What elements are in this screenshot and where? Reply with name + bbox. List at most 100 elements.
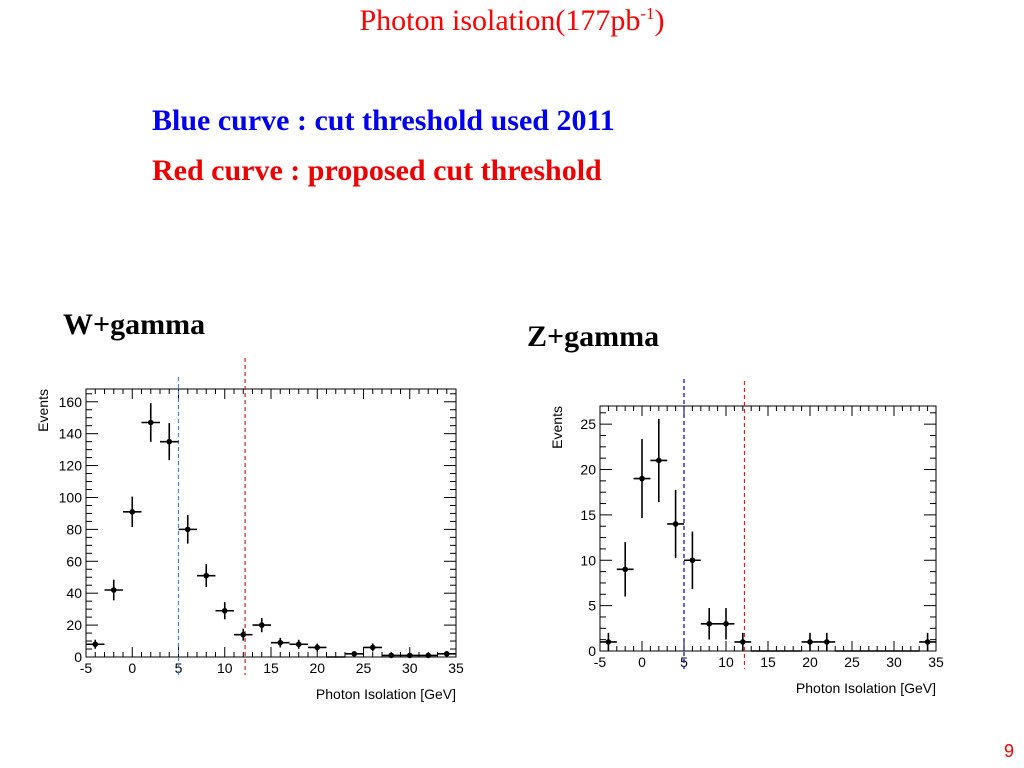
x-tick-label: 10: [718, 654, 734, 670]
marker: [689, 557, 696, 564]
data-point: [700, 608, 718, 640]
panel-title-zgamma: Z+gamma: [527, 320, 660, 353]
x-axis-label: Photon Isolation [GeV]: [316, 686, 456, 702]
data-point: [919, 632, 936, 651]
x-tick-label: 35: [448, 660, 464, 676]
marker: [406, 652, 413, 659]
y-tick-label: 120: [59, 458, 83, 474]
marker: [706, 620, 712, 627]
data-point: [400, 652, 419, 659]
marker: [166, 438, 173, 445]
y-tick-label: 100: [59, 489, 83, 505]
marker: [295, 641, 302, 648]
marker: [622, 566, 628, 573]
data-point: [650, 418, 668, 503]
data-point: [734, 632, 752, 651]
x-tick-label: 25: [356, 660, 372, 676]
legend-red-curve: Red curve : proposed cut threshold: [152, 154, 602, 187]
marker: [221, 607, 228, 614]
marker: [672, 521, 679, 527]
page-number: 9: [1003, 741, 1014, 761]
data-point: [289, 639, 308, 649]
slide-title-text: Photon isolation(177pb: [359, 4, 641, 37]
y-axis-label: Events: [549, 406, 565, 449]
marker: [605, 639, 612, 645]
x-tick-label: 35: [928, 654, 944, 670]
data-point: [667, 490, 684, 558]
x-tick-label: 25: [844, 654, 860, 670]
marker: [129, 509, 136, 515]
x-tick-label: 0: [638, 654, 646, 670]
data-point: [271, 637, 290, 648]
data-point: [616, 542, 634, 597]
x-tick-label: 10: [217, 660, 233, 676]
marker: [425, 652, 432, 659]
x-tick-label: 30: [886, 654, 902, 670]
data-point: [234, 628, 253, 641]
x-tick-label: 30: [402, 660, 418, 676]
data-point: [363, 643, 382, 652]
legend-blue-curve: Blue curve : cut threshold used 2011: [152, 104, 615, 137]
y-tick-label: 160: [59, 394, 83, 410]
x-axis-label: Photon Isolation [GeV]: [796, 680, 936, 696]
y-tick-label: 0: [588, 643, 596, 659]
data-point: [818, 632, 836, 651]
data-point: [141, 403, 160, 442]
x-tick-label: 0: [128, 660, 136, 676]
y-tick-label: 140: [59, 426, 83, 442]
y-tick-label: 60: [66, 553, 82, 569]
marker: [369, 644, 376, 651]
data-point: [382, 652, 401, 659]
plot-frame: [599, 405, 937, 652]
marker: [824, 639, 830, 645]
data-point: [123, 496, 142, 528]
marker: [184, 526, 191, 533]
marker: [656, 457, 662, 464]
data-point: [600, 632, 617, 651]
y-tick-label: 80: [66, 521, 82, 537]
slide-title-superscript: -1: [640, 4, 655, 23]
y-tick-label: 15: [580, 507, 596, 523]
marker: [92, 641, 99, 648]
marker: [723, 620, 729, 627]
slide-title-end: ): [654, 4, 665, 37]
y-tick-label: 40: [66, 585, 82, 601]
y-tick-label: 20: [580, 462, 596, 478]
x-tick-label: 15: [760, 654, 776, 670]
marker: [639, 475, 645, 482]
data-point: [178, 515, 197, 544]
data-point: [684, 531, 701, 589]
data-point: [437, 651, 456, 657]
data-point: [801, 632, 819, 651]
marker: [740, 639, 746, 645]
marker: [807, 639, 813, 645]
y-tick-label: 10: [580, 552, 596, 568]
data-point: [252, 617, 271, 633]
x-tick-label: -5: [594, 654, 607, 670]
y-tick-label: 5: [588, 598, 596, 614]
data-point: [633, 439, 651, 519]
y-tick-label: 20: [66, 617, 82, 633]
data-point: [215, 602, 234, 620]
data-point: [86, 639, 105, 649]
data-point: [419, 652, 438, 659]
data-point: [197, 564, 216, 588]
marker: [110, 587, 117, 593]
marker: [314, 644, 321, 651]
marker: [147, 419, 154, 426]
y-tick-label: 25: [580, 416, 596, 432]
data-point: [160, 423, 179, 461]
marker: [443, 651, 450, 657]
marker: [351, 651, 358, 657]
marker: [240, 631, 247, 638]
x-tick-label: -5: [80, 660, 93, 676]
y-tick-label: 0: [74, 649, 82, 665]
data-point: [345, 651, 364, 657]
x-tick-label: 20: [309, 660, 325, 676]
marker: [203, 572, 210, 579]
data-point: [717, 608, 735, 640]
x-tick-label: 15: [263, 660, 279, 676]
data-point: [308, 643, 327, 652]
y-axis-label: Events: [35, 389, 51, 432]
